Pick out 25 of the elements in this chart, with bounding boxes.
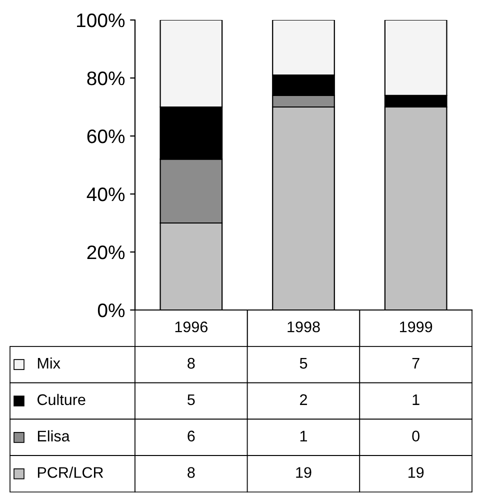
- x-tick-label: 1996: [175, 321, 208, 332]
- y-tick-label: 0%: [98, 303, 125, 318]
- text: 19: [296, 467, 312, 478]
- y-tick-label: 100%: [77, 13, 125, 28]
- legend-label: PCR/LCR: [38, 466, 104, 478]
- x-tick-label: 1999: [400, 321, 432, 332]
- text: 19: [408, 467, 424, 478]
- legend-label: Mix: [38, 357, 60, 369]
- legend-label: Elisa: [38, 430, 70, 442]
- text: 7: [412, 358, 420, 369]
- text: 0: [412, 430, 420, 442]
- text: 1: [300, 430, 308, 442]
- text: 8: [188, 467, 195, 478]
- y-tick-label: 80%: [87, 71, 125, 86]
- text: 5: [188, 394, 195, 406]
- text: 8: [188, 358, 195, 369]
- legend-label: Culture: [37, 394, 86, 406]
- text: 5: [300, 358, 308, 369]
- text: 1: [412, 394, 420, 405]
- text: 6: [188, 430, 195, 442]
- y-tick-label: 40%: [86, 187, 125, 202]
- y-tick-label: 20%: [87, 245, 125, 260]
- y-tick-label: 60%: [87, 129, 125, 144]
- text: 2: [300, 394, 307, 405]
- x-tick-label: 1998: [288, 321, 320, 332]
